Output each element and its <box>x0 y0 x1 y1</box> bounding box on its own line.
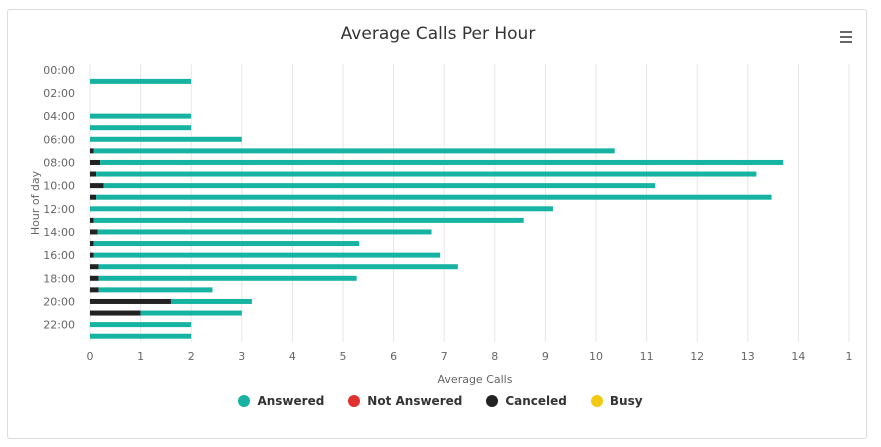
x-tick-label: 12 <box>690 350 704 363</box>
x-axis-label: Average Calls <box>438 373 513 386</box>
x-tick-label: 6 <box>390 350 397 363</box>
x-tick-label: 0 <box>87 350 94 363</box>
legend-label: Busy <box>609 394 643 408</box>
bar-answered[interactable] <box>93 148 615 154</box>
bar-answered[interactable] <box>90 78 192 84</box>
bar-answered[interactable] <box>90 206 553 212</box>
bar-canceled[interactable] <box>90 252 94 258</box>
x-tick-label: 4 <box>289 350 296 363</box>
bar-answered[interactable] <box>90 333 192 339</box>
x-tick-label: 3 <box>238 350 245 363</box>
bar-answered[interactable] <box>96 171 757 177</box>
bar-canceled[interactable] <box>90 298 171 304</box>
hamburger-menu-icon[interactable] <box>840 31 852 45</box>
bar-answered[interactable] <box>97 229 432 235</box>
y-tick-label: 12:00 <box>43 203 75 216</box>
legend-swatch <box>590 395 603 407</box>
x-tick-label: 10 <box>589 350 603 363</box>
x-tick-label: 2 <box>188 350 195 363</box>
bar-canceled[interactable] <box>90 287 99 293</box>
bar-canceled[interactable] <box>90 148 94 154</box>
y-tick-label: 22:00 <box>43 319 75 332</box>
bar-answered[interactable] <box>140 310 242 316</box>
bar-canceled[interactable] <box>90 229 98 235</box>
bar-answered[interactable] <box>98 264 458 270</box>
x-tick-label: 5 <box>340 350 347 363</box>
bar-answered[interactable] <box>93 241 360 247</box>
bar-answered[interactable] <box>90 322 192 328</box>
y-tick-label: 00:00 <box>43 64 75 77</box>
chart-title: Average Calls Per Hour <box>340 24 536 44</box>
legend-swatch <box>486 395 499 407</box>
x-tick-label: 1 <box>137 350 144 363</box>
grid-lines <box>89 64 850 342</box>
x-tick-label: 14 <box>791 350 805 363</box>
bar-answered[interactable] <box>96 194 772 200</box>
bar-answered[interactable] <box>170 298 252 304</box>
bar-canceled[interactable] <box>90 275 99 281</box>
bar-canceled[interactable] <box>90 171 97 177</box>
bar-answered[interactable] <box>93 217 524 223</box>
legend-label: Answered <box>257 394 325 408</box>
legend: Answered Not Answered Canceled Busy <box>0 394 881 408</box>
y-tick-label: 10:00 <box>43 180 75 193</box>
y-tick-label: 02:00 <box>43 87 75 100</box>
legend-item-answered[interactable]: Answered <box>238 394 324 408</box>
y-tick-label: 08:00 <box>43 156 75 169</box>
bar-answered[interactable] <box>90 125 192 131</box>
x-tick-label: 8 <box>491 350 498 363</box>
legend-label: Not Answered <box>367 394 463 408</box>
bar-answered[interactable] <box>103 183 656 189</box>
x-tick-label: 7 <box>441 350 448 363</box>
bar-answered[interactable] <box>100 159 784 165</box>
bar-canceled[interactable] <box>90 241 94 247</box>
y-tick-label: 20:00 <box>43 295 75 308</box>
bar-canceled[interactable] <box>90 159 101 165</box>
y-axis-label: Hour of day <box>29 170 42 235</box>
bar-canceled[interactable] <box>90 264 99 270</box>
legend-item-busy[interactable]: Busy <box>590 394 643 408</box>
x-tick-label: 13 <box>741 350 755 363</box>
x-tick-label: 9 <box>542 350 549 363</box>
y-tick-label: 04:00 <box>43 110 75 123</box>
y-axis-ticks: 00:00 02:00 04:00 06:00 08:00 10:00 12:00 14:00… <box>43 64 75 332</box>
bar-canceled[interactable] <box>90 310 141 316</box>
bar-canceled[interactable] <box>90 183 104 189</box>
legend-swatch <box>348 395 361 407</box>
bar-canceled[interactable] <box>90 217 94 223</box>
x-axis-ticks: 0 1 2 3 4 5 6 7 8 9 10 11 12 13 14 1 <box>87 350 853 363</box>
bar-answered[interactable] <box>93 252 441 258</box>
bar-answered[interactable] <box>90 113 192 119</box>
y-tick-label: 18:00 <box>43 272 75 285</box>
bar-answered[interactable] <box>98 275 357 281</box>
x-tick-label: 11 <box>640 350 654 363</box>
bar-canceled[interactable] <box>90 194 97 200</box>
bars <box>90 78 784 339</box>
legend-item-canceled[interactable]: Canceled <box>486 394 567 408</box>
x-tick-label: 1 <box>846 350 853 363</box>
bar-answered[interactable] <box>98 287 213 293</box>
y-tick-label: 14:00 <box>43 226 75 239</box>
legend-swatch <box>238 395 251 407</box>
y-tick-label: 06:00 <box>43 133 75 146</box>
legend-item-not-answered[interactable]: Not Answered <box>348 394 462 408</box>
bar-answered[interactable] <box>90 136 242 142</box>
legend-label: Canceled <box>505 394 567 408</box>
y-tick-label: 16:00 <box>43 249 75 262</box>
